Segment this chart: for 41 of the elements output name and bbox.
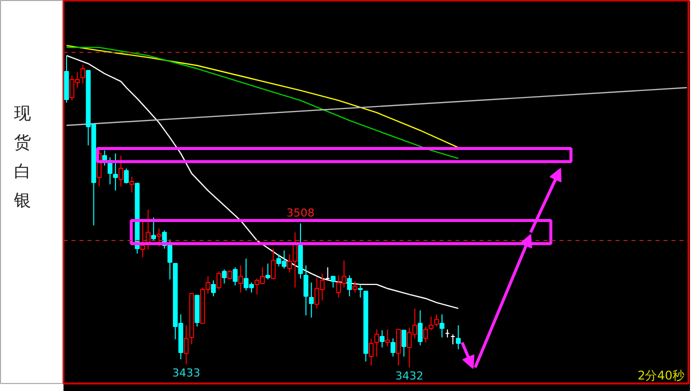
candlestick (124, 168, 129, 184)
y-axis-title: 现货白银 (13, 104, 32, 212)
candlestick (129, 176, 134, 193)
annotation: 3433 (172, 366, 200, 380)
candlestick (146, 209, 151, 250)
candlestick (227, 270, 232, 280)
candlestick (368, 338, 374, 366)
candlestick (222, 268, 227, 284)
candlestick (352, 280, 358, 294)
candlestick (385, 328, 390, 348)
candlestick (401, 330, 406, 357)
text: 2分40秒 (638, 368, 684, 382)
candlestick (118, 155, 124, 188)
candlestick (390, 338, 396, 357)
candlestick (423, 326, 428, 343)
candlestick (304, 264, 308, 316)
candlestick (434, 314, 439, 328)
candlestick (140, 220, 146, 258)
candlestick (156, 228, 162, 247)
candlestick (270, 248, 276, 280)
candlestick (358, 284, 363, 298)
candlestick (347, 274, 352, 297)
candlestick (428, 316, 434, 331)
candlestick (211, 280, 216, 297)
candlestick (232, 266, 238, 286)
candlestick (440, 314, 444, 338)
candlestick (216, 270, 222, 290)
candlestick (330, 276, 336, 288)
annotation: 3432 (395, 369, 424, 382)
candlestick (151, 216, 156, 241)
candlestick (308, 282, 314, 318)
candlestick (113, 152, 118, 192)
candlestick (374, 328, 380, 357)
candlestick (380, 330, 385, 348)
candlestick (456, 324, 461, 350)
annotation: 3508 (286, 206, 314, 220)
candlestick (265, 263, 270, 280)
candlestick (184, 324, 189, 365)
candlestick (80, 64, 86, 84)
candlestick (238, 264, 244, 294)
candlestick (418, 310, 423, 346)
